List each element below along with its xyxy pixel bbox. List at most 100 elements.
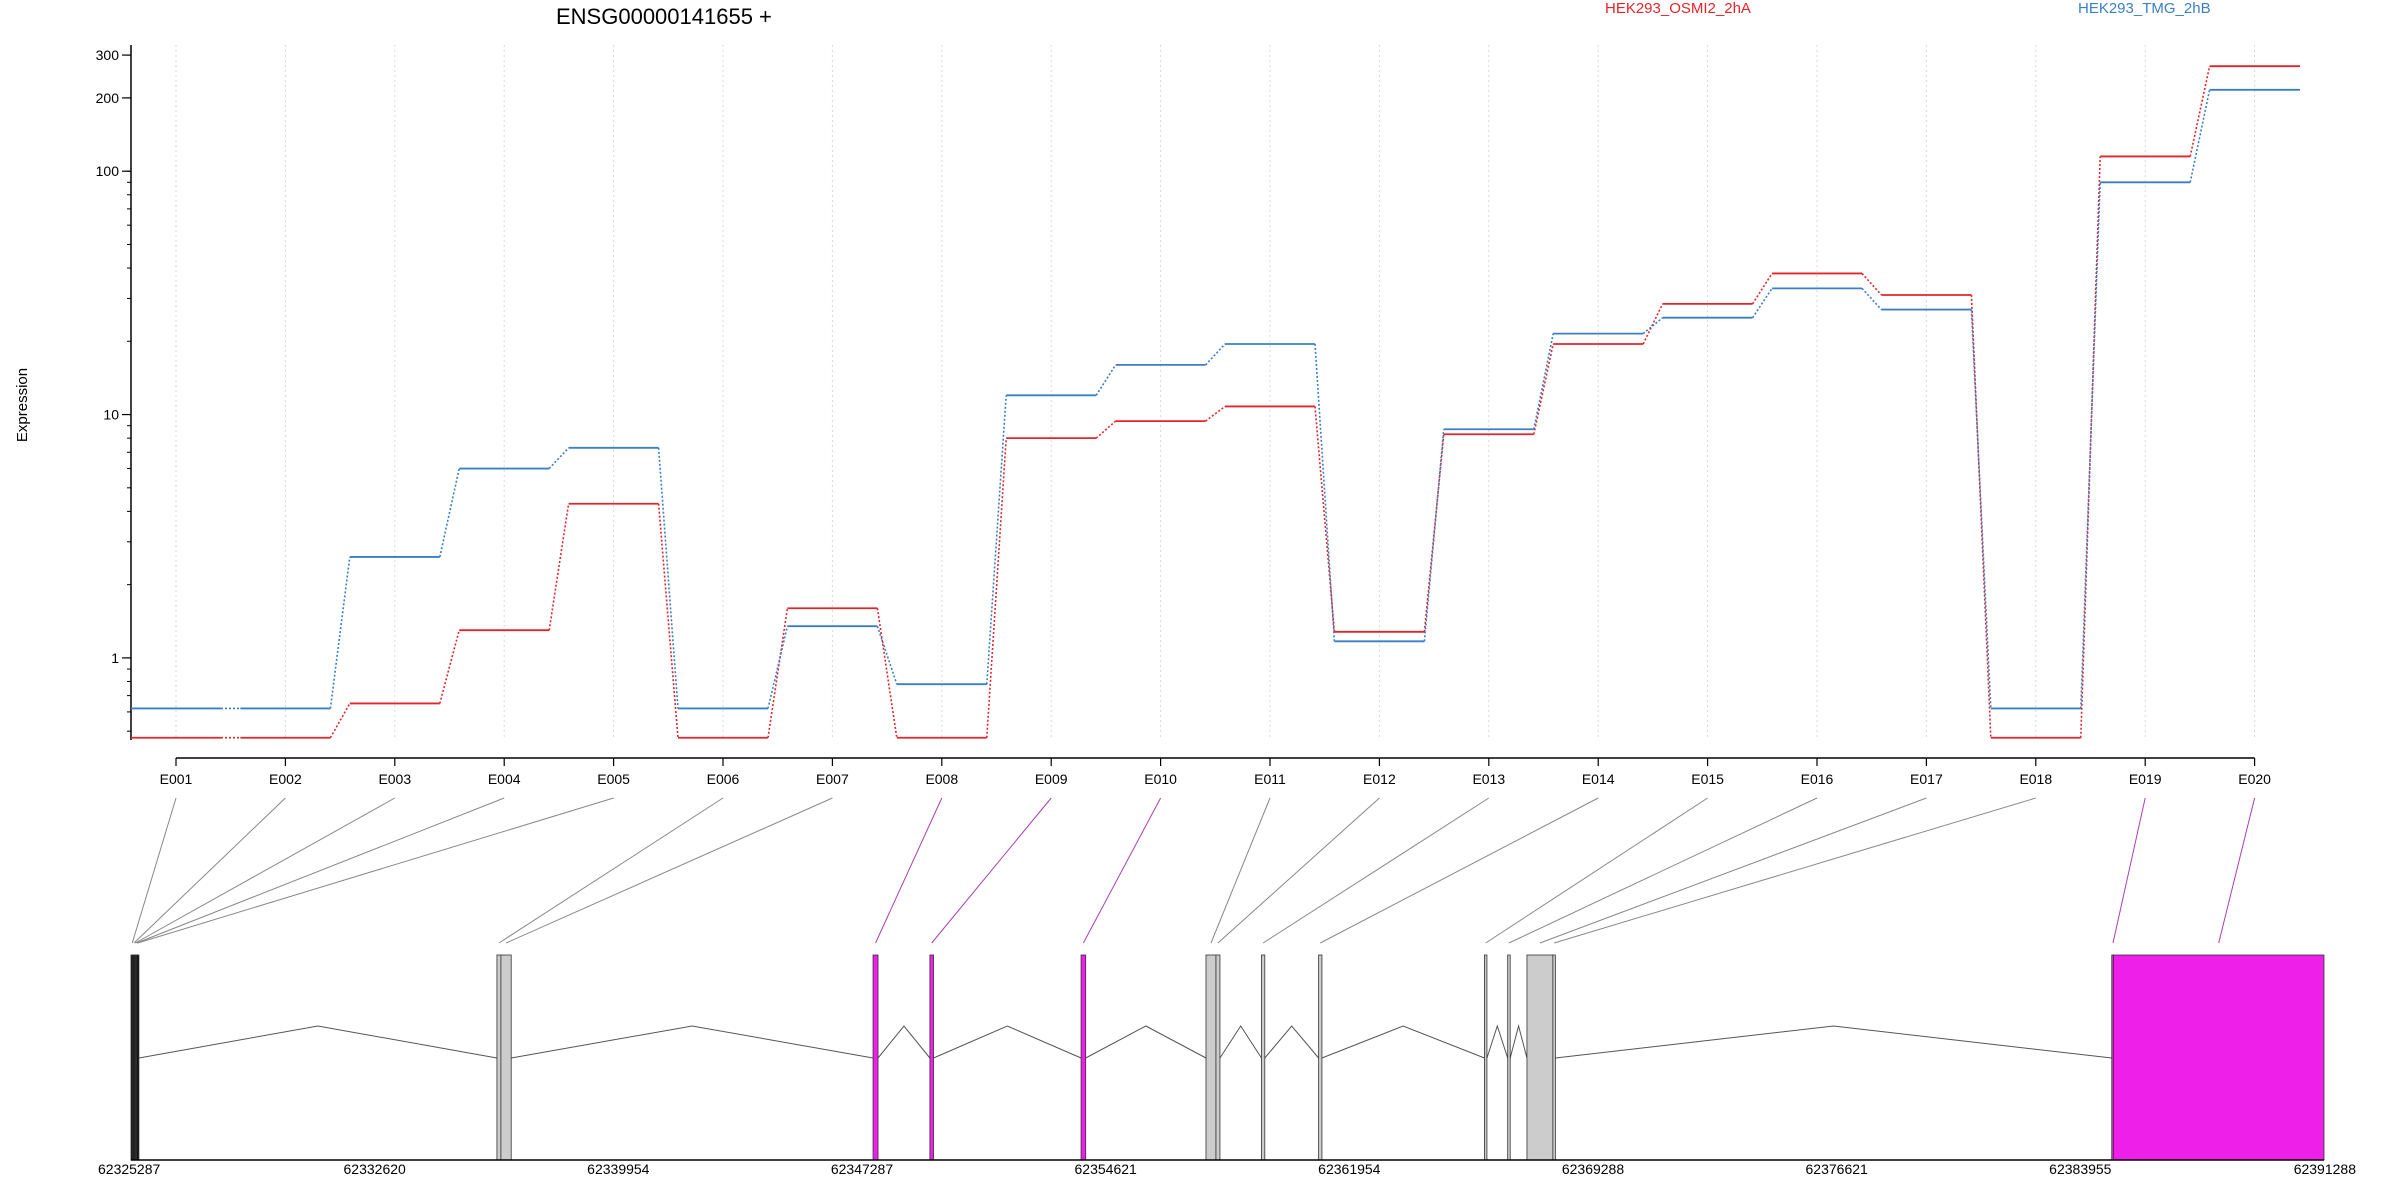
exon-block (1526, 954, 1554, 1161)
x-tick-label: E015 (1691, 771, 1724, 787)
exon-block (1261, 954, 1266, 1161)
intron-line (933, 1025, 1082, 1059)
intron-line (1509, 1024, 1528, 1059)
exon-connector (1508, 797, 1818, 944)
exon-block (136, 954, 140, 1161)
series-transition (986, 438, 1007, 738)
x-tick-label: E003 (378, 771, 411, 787)
genomic-coordinate-axis: 62325287 62332620 62339954 62347287 62354621… (98, 1159, 2356, 1177)
coord-tick-label: 62361954 (1318, 1161, 1381, 1177)
series-transition (1314, 343, 1336, 642)
exon-connector (1553, 797, 2036, 944)
exon-connector (931, 797, 1052, 944)
coord-tick-label: 62383955 (2049, 1161, 2112, 1177)
series-transition (1095, 364, 1117, 396)
intron-line (1085, 1025, 1207, 1059)
exon-connector (498, 797, 724, 944)
series-transition (1751, 287, 1773, 319)
series-transition (1314, 406, 1336, 632)
series-transition (548, 503, 570, 631)
x-tick-label: E007 (816, 771, 849, 787)
exon-block (2113, 954, 2325, 1161)
coord-tick-label: 62369288 (1562, 1161, 1625, 1177)
x-tick-label: E012 (1363, 771, 1396, 787)
exon-block (500, 954, 512, 1161)
intron-line (1219, 1025, 1262, 1059)
gene-model (130, 954, 2325, 1161)
legend-series-2: HEK293_TMG_2hB (2078, 0, 2211, 17)
coord-tick-label: 62325287 (98, 1161, 161, 1177)
y-tick-label: 100 (96, 163, 120, 179)
exon-connector (136, 797, 505, 944)
x-tick-label: E008 (925, 771, 958, 787)
x-tick-label: E011 (1254, 771, 1286, 787)
series-1 (131, 65, 2300, 739)
x-tick-label: E018 (2019, 771, 2052, 787)
intron-line (1486, 1024, 1509, 1059)
series-transition (548, 447, 570, 470)
series-transition (2080, 156, 2101, 738)
intron-line (1321, 1025, 1485, 1059)
y-tick-label: 300 (96, 47, 120, 63)
series-transition (439, 629, 460, 704)
coord-tick-label: 62376621 (1806, 1161, 1869, 1177)
coord-tick-label: 62332620 (344, 1161, 407, 1177)
x-tick-label: E014 (1582, 771, 1615, 787)
exon-connector (1210, 797, 1271, 944)
vertical-grid (175, 45, 2256, 740)
series-transition (767, 608, 789, 738)
exon-connector (1262, 797, 1490, 944)
x-tick-label: E001 (160, 771, 193, 787)
series-transition (876, 625, 898, 685)
series-transition (1970, 294, 1992, 738)
exon-connector (1082, 797, 1162, 944)
series-transition (1533, 333, 1554, 430)
x-tick-label: E010 (1144, 771, 1177, 787)
intron-line (1264, 1025, 1320, 1059)
x-tick-label: E009 (1035, 771, 1068, 787)
series-transition (767, 626, 789, 709)
x-tick-label: E006 (707, 771, 740, 787)
coord-tick-label: 62354621 (1075, 1161, 1138, 1177)
exon-connectors (131, 797, 2256, 944)
exon-connector (1217, 797, 1380, 944)
x-tick-label: E020 (2238, 771, 2271, 787)
series-lines (131, 65, 2300, 739)
series-transition (1751, 273, 1773, 305)
series-transition (1642, 317, 1664, 335)
exon-block (1080, 954, 1087, 1161)
series-transition (1095, 420, 1117, 439)
exon-block (1484, 954, 1488, 1161)
series-transition (986, 395, 1007, 685)
exon-connector (131, 797, 177, 944)
exon-connector (2218, 797, 2256, 944)
y-axis: 1 10 100 200 300 (96, 45, 132, 740)
y-tick-label: 200 (96, 90, 120, 106)
exon-connector (505, 797, 833, 944)
exon-block (929, 954, 934, 1161)
exon-block (1318, 954, 1323, 1161)
exon-connector (1539, 797, 1927, 944)
intron-line (138, 1025, 498, 1059)
series-transition (1423, 434, 1445, 632)
series-transition (329, 703, 351, 739)
exon-block (1205, 954, 1217, 1161)
series-transition (1970, 309, 1992, 709)
series-transition (1533, 343, 1554, 435)
intron-line (877, 1025, 931, 1059)
series-transition (2189, 66, 2211, 157)
series-transition (1205, 405, 1226, 422)
exon-connector (137, 797, 614, 944)
exon-block (1215, 954, 1221, 1161)
series-transition (657, 447, 679, 709)
series-transition (1205, 343, 1226, 366)
exon-connector (1485, 797, 1708, 944)
exon-connector (875, 797, 943, 944)
series-transition (657, 503, 679, 738)
exon-connector (1320, 797, 1599, 944)
series-transition (1423, 429, 1445, 642)
series-transition (1861, 287, 1882, 311)
exon-block (1507, 954, 1511, 1161)
chart-title: ENSG00000141655 + (556, 4, 772, 29)
